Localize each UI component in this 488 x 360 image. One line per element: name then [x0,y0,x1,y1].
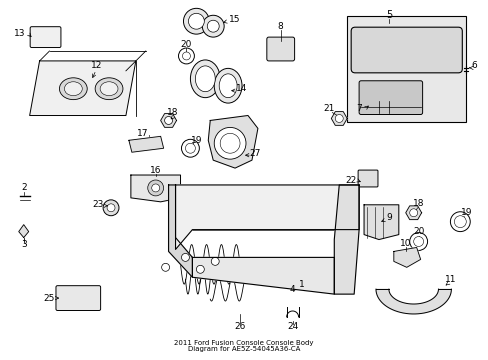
Text: 20: 20 [412,227,424,236]
Text: 23: 23 [92,200,103,209]
Circle shape [196,265,204,273]
Text: 18: 18 [412,199,424,208]
Circle shape [183,8,209,34]
Ellipse shape [219,74,237,98]
Polygon shape [161,114,176,127]
FancyBboxPatch shape [284,273,300,285]
Circle shape [185,143,195,153]
FancyBboxPatch shape [56,286,101,310]
Circle shape [214,127,245,159]
Text: 25: 25 [44,294,55,303]
Circle shape [182,52,190,60]
Circle shape [409,233,427,251]
FancyBboxPatch shape [358,81,422,114]
Polygon shape [393,247,420,267]
Polygon shape [208,116,257,168]
Polygon shape [131,175,180,202]
Circle shape [181,139,199,157]
Circle shape [220,133,240,153]
Text: 11: 11 [444,275,455,284]
Ellipse shape [60,78,87,100]
Text: 20: 20 [181,40,192,49]
Polygon shape [405,206,421,220]
Polygon shape [30,61,136,116]
FancyBboxPatch shape [350,27,461,73]
Text: 13: 13 [14,29,25,38]
Text: 10: 10 [399,239,411,248]
Polygon shape [364,205,398,239]
FancyBboxPatch shape [266,37,294,61]
Text: 17: 17 [137,129,148,138]
FancyBboxPatch shape [30,27,61,48]
Circle shape [453,216,466,228]
Polygon shape [175,185,358,249]
Circle shape [178,48,194,64]
Circle shape [413,237,423,247]
Circle shape [107,204,115,212]
Text: 24: 24 [286,322,298,331]
Circle shape [335,114,343,122]
Text: 27: 27 [249,149,260,158]
Text: 4: 4 [289,285,295,294]
Text: 19: 19 [190,136,202,145]
Text: 7: 7 [355,104,361,113]
Text: 6: 6 [470,62,476,71]
Circle shape [207,20,219,32]
Polygon shape [19,225,29,238]
Circle shape [211,257,219,265]
Text: 16: 16 [150,166,161,175]
Circle shape [449,212,469,231]
Circle shape [151,184,160,192]
Polygon shape [334,185,358,294]
Text: 15: 15 [229,15,240,24]
Polygon shape [331,112,346,125]
Ellipse shape [190,60,220,98]
Polygon shape [375,289,450,314]
Text: 19: 19 [460,208,471,217]
Text: 26: 26 [234,322,245,331]
Ellipse shape [95,78,122,100]
Ellipse shape [100,82,118,96]
Text: 8: 8 [277,22,283,31]
Polygon shape [168,185,192,277]
Text: 2: 2 [21,184,26,193]
Text: Diagram for AE5Z-54045A36-CA: Diagram for AE5Z-54045A36-CA [187,346,300,352]
Circle shape [181,253,189,261]
Circle shape [188,13,204,29]
Text: 1: 1 [298,280,304,289]
Text: 14: 14 [236,84,247,93]
Text: 5: 5 [385,10,391,20]
Text: 22: 22 [345,176,356,185]
Circle shape [409,209,417,217]
Ellipse shape [64,82,82,96]
Circle shape [202,15,224,37]
Circle shape [164,117,172,125]
Polygon shape [129,136,163,152]
Polygon shape [192,257,334,294]
Ellipse shape [214,68,242,103]
Circle shape [103,200,119,216]
Ellipse shape [195,66,215,92]
Text: 3: 3 [21,240,26,249]
Text: 18: 18 [166,108,178,117]
Circle shape [162,264,169,271]
Text: 2011 Ford Fusion Console Console Body: 2011 Ford Fusion Console Console Body [174,340,313,346]
Text: 21: 21 [323,104,334,113]
Text: 9: 9 [385,213,391,222]
FancyBboxPatch shape [357,170,377,187]
Circle shape [147,180,163,196]
Bar [346,16,466,122]
Text: 12: 12 [90,62,102,71]
